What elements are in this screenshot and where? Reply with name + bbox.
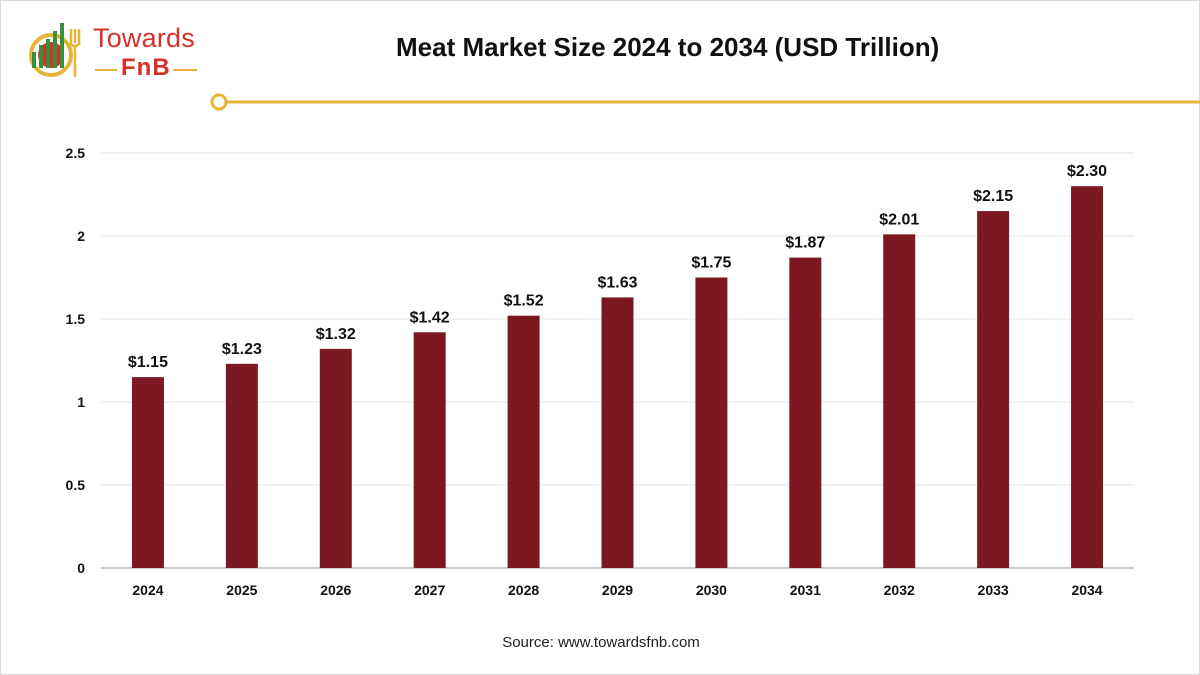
data-label: $2.15: [973, 188, 1013, 205]
data-label: $2.01: [879, 211, 919, 228]
y-tick-label: 1: [77, 394, 85, 410]
title-underline: [210, 93, 1200, 111]
chart-title: Meat Market Size 2024 to 2034 (USD Trill…: [396, 32, 940, 62]
data-label: $1.87: [785, 235, 825, 252]
x-tick-label: 2032: [884, 582, 915, 598]
brand-name-bottom: FnB: [121, 54, 171, 81]
y-tick-label: 1.5: [66, 311, 86, 327]
source-note: Source: www.towardsfnb.com: [502, 634, 700, 651]
data-label: $1.63: [597, 274, 637, 291]
bar: [131, 377, 164, 568]
y-tick-label: 0.5: [66, 477, 86, 493]
x-tick-label: 2024: [132, 582, 163, 598]
bar: [225, 363, 258, 568]
x-tick-label: 2025: [226, 582, 257, 598]
bar: [319, 348, 352, 568]
data-label: $1.15: [128, 354, 168, 371]
brand-name-top: Towards: [93, 23, 195, 53]
x-tick-label: 2028: [508, 582, 539, 598]
bar-chart: 0 0.5 1 1.5 2 2.5 $1.15 2024 $1.23 2025 $1.32 2026 $…: [66, 145, 1134, 598]
bar: [789, 257, 822, 568]
x-tick-label: 2034: [1071, 582, 1102, 598]
x-tick-label: 2033: [978, 582, 1009, 598]
data-label: $1.32: [316, 326, 356, 343]
bar: [695, 277, 728, 568]
data-label: $1.75: [691, 255, 731, 272]
brand-divider-right: [173, 69, 197, 71]
towards-fnb-logo: Towards FnB: [23, 19, 203, 83]
x-tick-label: 2030: [696, 582, 727, 598]
y-tick-label: 2.5: [66, 145, 86, 161]
x-tick-label: 2026: [320, 582, 351, 598]
fork-plate-icon: [29, 23, 81, 77]
data-label: $1.42: [410, 309, 450, 326]
bar: [413, 332, 446, 568]
y-tick-label: 2: [77, 228, 85, 244]
bar: [1071, 186, 1104, 568]
x-tick-label: 2029: [602, 582, 633, 598]
x-tick-label: 2027: [414, 582, 445, 598]
bar: [883, 234, 916, 568]
data-label: $1.23: [222, 341, 262, 358]
brand-divider-left: [95, 69, 117, 71]
bar: [601, 297, 634, 568]
bar: [977, 211, 1010, 568]
data-label: $1.52: [504, 293, 544, 310]
data-label: $2.30: [1067, 163, 1107, 180]
x-tick-label: 2031: [790, 582, 821, 598]
bar: [507, 315, 540, 568]
y-tick-label: 0: [77, 560, 85, 576]
